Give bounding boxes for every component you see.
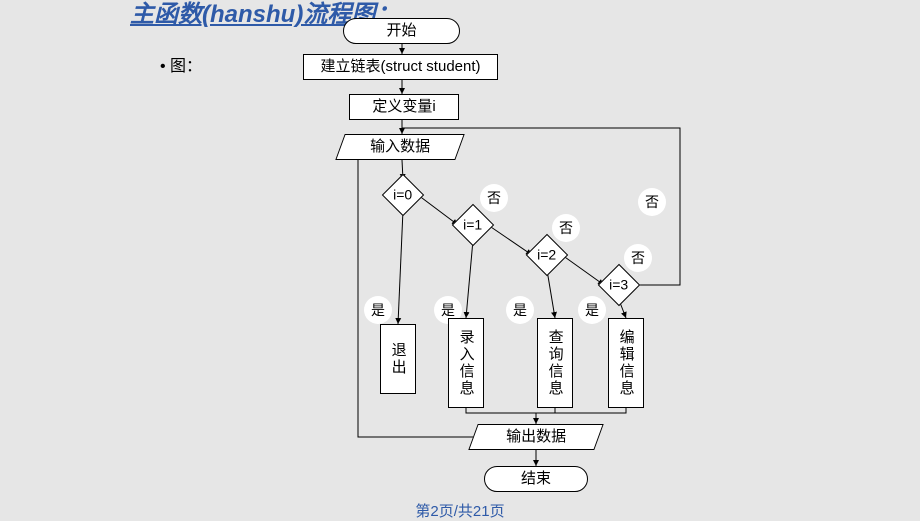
label-no-2: 否 (624, 244, 652, 272)
action-edit: 编辑信息 (608, 318, 644, 408)
label-no-3: 否 (638, 188, 666, 216)
action-record: 录入信息 (448, 318, 484, 408)
label-yes-0: 是 (364, 296, 392, 324)
node-define-i: 定义变量i (349, 94, 459, 120)
label-no-0: 否 (480, 184, 508, 212)
action-query: 查询信息 (537, 318, 573, 408)
node-end: 结束 (484, 466, 588, 492)
node-output: 输出数据 (468, 424, 603, 450)
label-yes-3: 是 (578, 296, 606, 324)
bullet-label: • 图： (160, 52, 202, 76)
decision-i0: i=0 (382, 174, 424, 216)
action-exit: 退出 (380, 324, 416, 394)
label-yes-2: 是 (506, 296, 534, 324)
node-build-list: 建立链表(struct student) (303, 54, 498, 80)
label-no-1: 否 (552, 214, 580, 242)
node-input: 输入数据 (335, 134, 464, 160)
node-start: 开始 (343, 18, 460, 44)
